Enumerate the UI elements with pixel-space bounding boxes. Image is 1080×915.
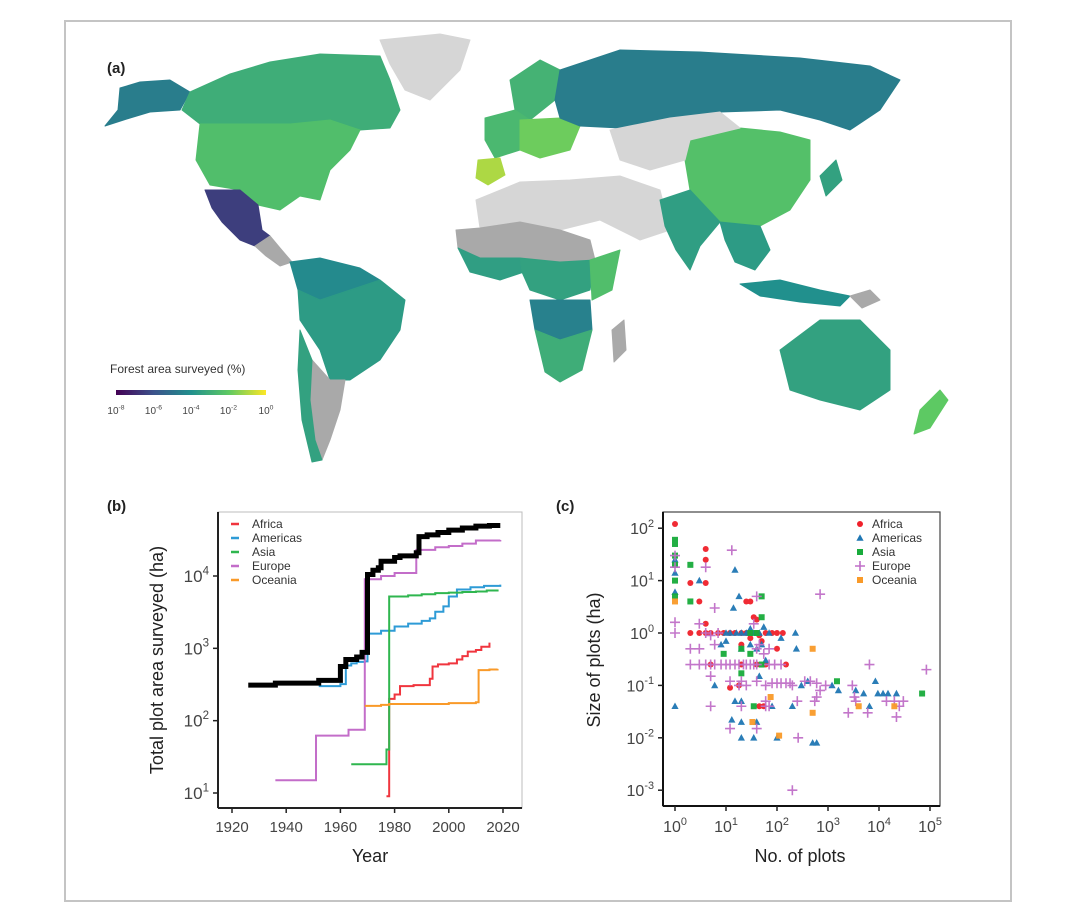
chart-b-legend-label: Asia (252, 545, 276, 559)
map-legend: Forest area surveyed (%) 10-8 10-6 10-4 10-… (107, 362, 273, 417)
map-region-china (684, 127, 811, 227)
map-region-southeast-asia (719, 221, 771, 271)
map-region-new-zealand (913, 389, 949, 435)
map-region-east-africa (589, 249, 621, 301)
map-region-greenland (379, 33, 471, 101)
chart-b-axes: 1920 1940 1960 1980 2000 2020 101 102 103 104 (184, 511, 523, 836)
chart-b-x-tick-label: 1980 (378, 819, 411, 836)
chart-b-line-asia (351, 589, 499, 766)
chart-b-line-europe (275, 539, 502, 782)
chart-b-y-tick-label: 103 (184, 638, 209, 659)
chart-b-x-tick-label: 2000 (432, 819, 465, 836)
map-region-papua-new-guinea (849, 289, 881, 309)
map-region-central-africa (519, 257, 596, 301)
chart-b-line-americas (318, 584, 502, 688)
map-region-united-states (195, 119, 361, 211)
chart-b-y-tick-label: 101 (184, 782, 209, 803)
chart-b-x-tick-label: 1920 (215, 819, 248, 836)
legend-colorbar (116, 390, 266, 395)
chart-b-xlabel: Year (352, 846, 388, 866)
legend-tick-label: 10-6 (145, 405, 162, 418)
chart-b-y-tick-label: 104 (184, 565, 210, 586)
chart-b-x-tick-label: 1960 (324, 819, 357, 836)
chart-b-legend-label: Africa (252, 517, 283, 531)
legend-tick-label: 100 (259, 405, 274, 418)
panel-label-c: (c) (556, 498, 575, 515)
chart-b-x-tick-label: 1940 (270, 819, 303, 836)
map-region-madagascar (611, 319, 627, 363)
chart-b-line-total (248, 522, 501, 688)
map-region-south-africa (534, 329, 593, 383)
panel-label-a: (a) (107, 60, 126, 77)
chart-b-line-africa (386, 642, 491, 798)
map-region-spain (475, 157, 506, 186)
chart-b-legend-label: Europe (252, 559, 291, 573)
chart-b-line-oceania (364, 668, 499, 707)
map-region-brazil (297, 279, 406, 381)
legend-tick-label: 10-4 (182, 405, 199, 418)
chart-b-x-tick-label: 2020 (486, 819, 519, 836)
map-region-russia (554, 49, 901, 131)
map-region-australia (779, 319, 891, 411)
map-region-india (659, 189, 721, 271)
panel-label-b: (b) (107, 498, 127, 515)
chart-b-series (248, 522, 502, 798)
map-region-mongolia-and-central-asia (609, 111, 741, 171)
legend-tick-label: 10-8 (107, 405, 124, 418)
map-region-japan (819, 159, 843, 197)
map-region-chile (297, 329, 323, 463)
world-map: Forest area surveyed (%) 10-8 10-6 10-4 10-… (104, 33, 949, 463)
map-region-indonesia (739, 279, 851, 307)
legend-tick-label: 10-2 (220, 405, 237, 418)
legend-tick-labels: 10-8 10-6 10-4 10-2 100 (107, 405, 273, 418)
legend-title: Forest area surveyed (%) (110, 362, 245, 376)
map-regions (104, 33, 949, 463)
chart-b-y-tick-label: 102 (184, 710, 209, 731)
chart-b-legend-label: Americas (252, 531, 302, 545)
chart-b-ylabel: Total plot area surveyed (ha) (147, 546, 167, 774)
map-region-alaska (104, 79, 191, 127)
chart-b-legend-label: Oceania (252, 573, 297, 587)
